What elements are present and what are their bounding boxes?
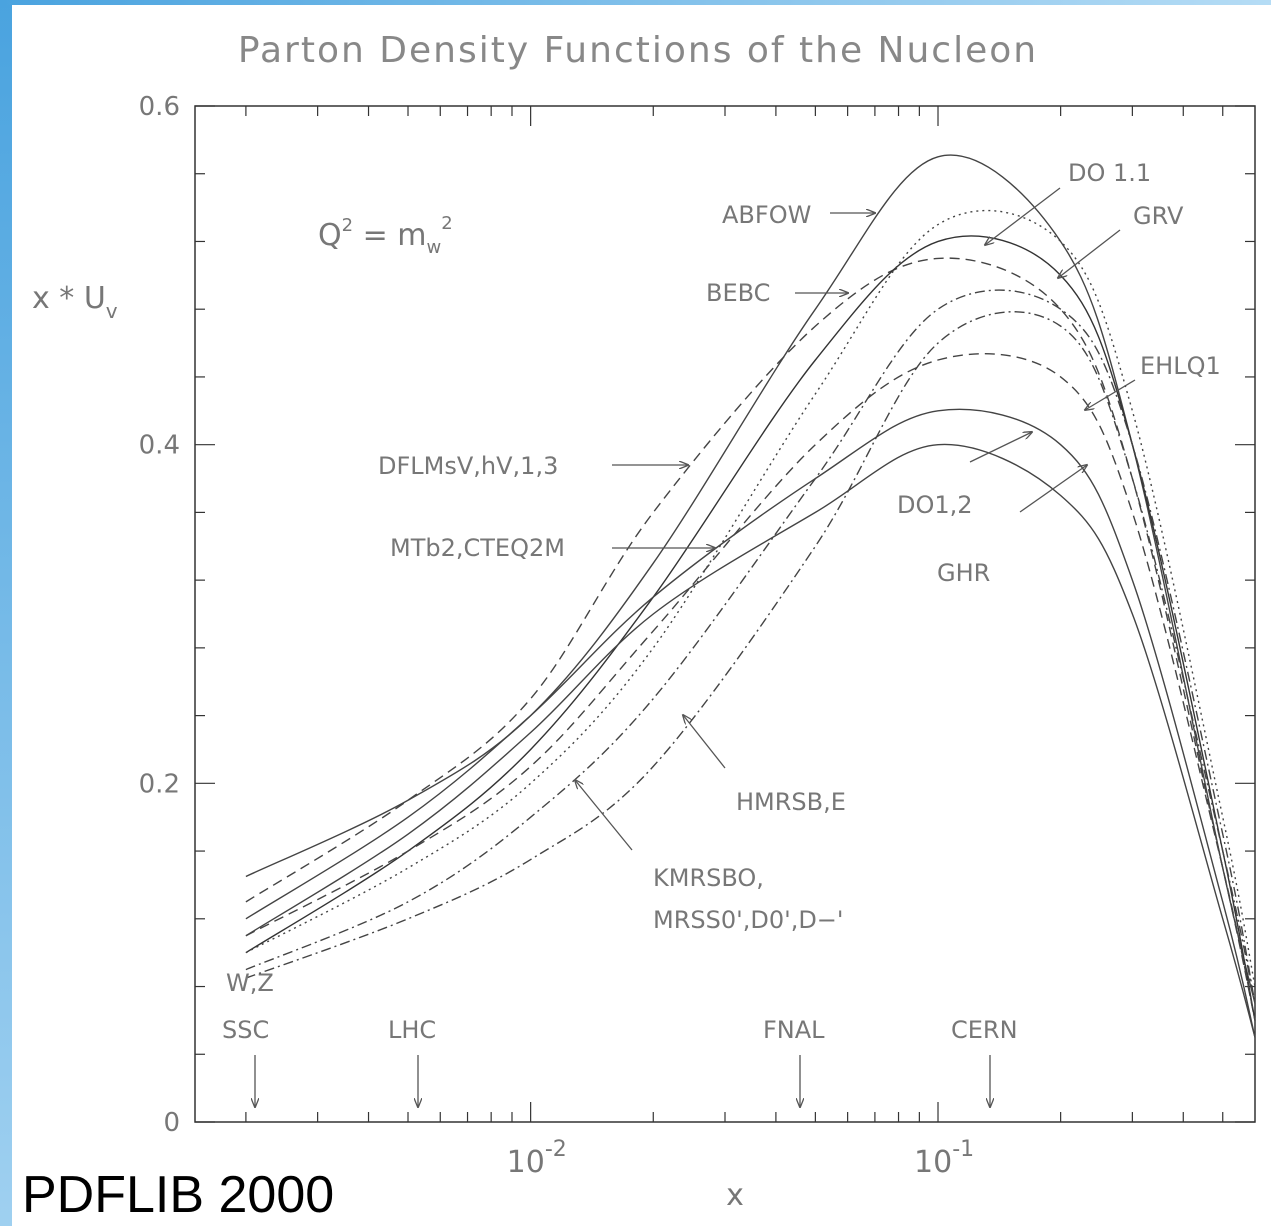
annotation-arrow bbox=[1019, 465, 1087, 513]
annotation: EHLQ1 bbox=[1140, 352, 1221, 380]
annotation: KMRSBO, bbox=[653, 864, 764, 892]
pdf-curve bbox=[245, 154, 1256, 1004]
pdf-curve bbox=[245, 408, 1256, 1038]
x-tick-base: 10 bbox=[507, 1145, 545, 1180]
x-axis-label: x bbox=[726, 1178, 744, 1213]
formula: Q2 = mw2 bbox=[318, 213, 453, 258]
y-tick-label: 0.6 bbox=[139, 92, 180, 122]
pdf-curve bbox=[245, 235, 1256, 1021]
y-axis-label: x * Uv bbox=[32, 281, 118, 323]
y-label-main: x * U bbox=[32, 281, 106, 316]
chart-title: Parton Density Functions of the Nucleon bbox=[238, 30, 1038, 71]
formula-part: 2 bbox=[342, 215, 353, 236]
top-bar bbox=[0, 0, 1271, 5]
annotation: GRV bbox=[1133, 202, 1184, 230]
pdf-curve bbox=[245, 257, 1256, 1021]
x-tick-label: 10-1 bbox=[914, 1137, 974, 1180]
x-tick-exponent: -2 bbox=[545, 1137, 567, 1162]
annotation: DO1,2 bbox=[897, 491, 973, 519]
annotation-arrow bbox=[969, 432, 1032, 463]
annotation: SSC bbox=[222, 1016, 269, 1044]
annotation: LHC bbox=[388, 1016, 436, 1044]
footer: PDFLIB 2000 bbox=[22, 1166, 334, 1224]
pdf-curve bbox=[245, 289, 1256, 1004]
formula-part: = m bbox=[353, 218, 426, 253]
annotation: CERN bbox=[951, 1016, 1018, 1044]
plot-frame bbox=[194, 105, 1256, 1123]
annotation: DO 1.1 bbox=[1068, 159, 1151, 187]
annotation: HMRSB,E bbox=[736, 788, 846, 816]
annotation-arrow bbox=[1085, 379, 1136, 410]
annotation: BEBC bbox=[706, 279, 770, 307]
annotation: DFLMsV,hV,1,3 bbox=[378, 452, 558, 480]
pdf-curve bbox=[245, 353, 1256, 1021]
annotation-arrow bbox=[1058, 229, 1121, 278]
pdf-curve bbox=[245, 311, 1256, 1004]
annotation: GHR bbox=[937, 559, 990, 587]
x-tick-base: 10 bbox=[914, 1145, 952, 1180]
y-tick-label: 0 bbox=[163, 1108, 180, 1138]
pdf-curve bbox=[245, 443, 1256, 1038]
annotation: ABFOW bbox=[722, 201, 811, 229]
y-label-sub: v bbox=[106, 299, 118, 323]
annotation: W,Z bbox=[226, 969, 274, 997]
y-tick-label: 0.2 bbox=[139, 769, 180, 799]
side-bar bbox=[0, 0, 12, 1226]
formula-part: Q bbox=[318, 218, 342, 253]
annotation-arrow bbox=[575, 780, 633, 851]
annotation-arrow bbox=[683, 715, 726, 769]
formula-part: 2 bbox=[441, 213, 452, 234]
annotation: MRSS0',D0',D−' bbox=[653, 906, 844, 934]
annotation: FNAL bbox=[763, 1016, 825, 1044]
formula-part: w bbox=[427, 237, 442, 258]
annotation-arrow bbox=[985, 187, 1061, 245]
y-tick-label: 0.4 bbox=[139, 431, 180, 461]
x-tick-exponent: -1 bbox=[952, 1137, 974, 1162]
x-tick-label: 10-2 bbox=[507, 1137, 567, 1180]
annotation: MTb2,CTEQ2M bbox=[390, 534, 565, 562]
